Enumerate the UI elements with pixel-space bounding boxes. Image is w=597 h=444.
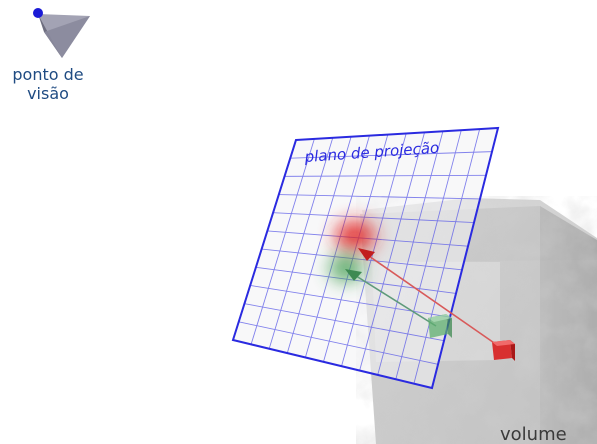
plane-grid-line (359, 132, 425, 371)
plane-grid-line (341, 133, 407, 367)
plane-grid-line (395, 130, 462, 380)
green-sample-cube (428, 314, 452, 338)
plane-grid-line (286, 136, 352, 354)
plane-grid-line (284, 174, 487, 177)
viewpoint-label-line2: visão (27, 84, 69, 103)
plane-grid-line (261, 248, 463, 271)
plane-grid-line (304, 135, 370, 358)
green-ray (352, 273, 437, 327)
plane-grid-line (290, 151, 493, 159)
red-sample-cube (492, 340, 515, 361)
plane-grid-line (278, 194, 481, 200)
viewpoint-icon (33, 8, 90, 58)
plane-grid-line (377, 131, 444, 376)
plane-grid-line (244, 303, 445, 342)
frustum-front-face (44, 16, 90, 58)
plane-grid-line (268, 137, 334, 349)
projected-samples (329, 220, 375, 282)
plane-grid-line (255, 266, 457, 294)
plane-grid-line (238, 321, 439, 365)
plane-border (231, 126, 500, 390)
plane-grid-line (250, 285, 451, 318)
viewpoint-label-line1: ponto de (12, 65, 83, 84)
red-ray (365, 253, 501, 348)
green-ray-arrowhead (345, 269, 362, 281)
plane-grid-line (250, 138, 315, 345)
plane-grid-line (273, 212, 475, 223)
red-ray-arrowhead (358, 248, 375, 261)
volume-label: volume (500, 424, 567, 444)
viewpoint-dot (33, 8, 43, 18)
plane-grid-line (413, 128, 481, 384)
red-projection-blur (335, 220, 375, 252)
rays (345, 248, 501, 348)
